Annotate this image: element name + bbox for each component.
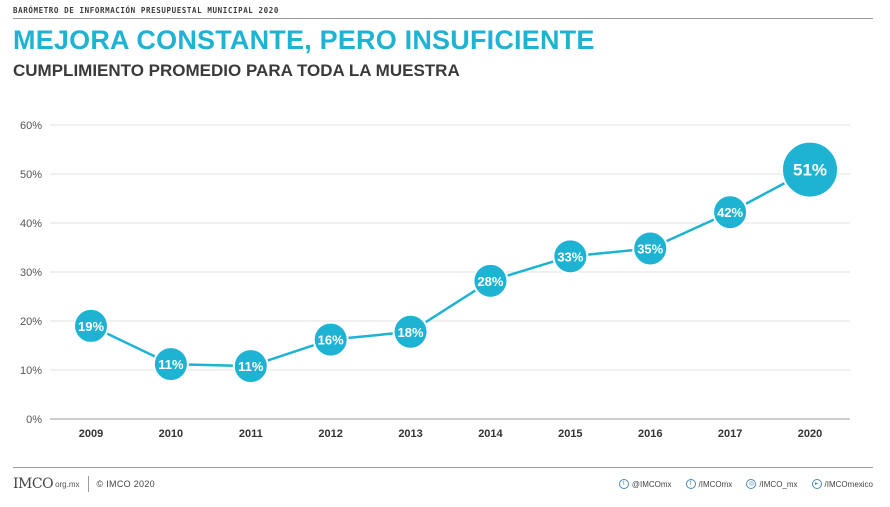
x-tick-label: 2014 [478, 428, 503, 440]
y-tick-label: 0% [26, 414, 42, 426]
social-links: t @IMCOmx f /IMCOmx ◎ /IMCO_mx ▸ /IMCOme… [618, 479, 873, 489]
data-label: 19% [78, 319, 104, 334]
social-youtube[interactable]: ▸ /IMCOmexico [811, 479, 873, 489]
y-tick-label: 20% [20, 316, 42, 328]
youtube-icon: ▸ [811, 479, 822, 489]
x-tick-label: 2010 [159, 428, 183, 440]
instagram-icon: ◎ [746, 479, 757, 489]
data-point [632, 230, 669, 267]
data-label: 11% [158, 357, 184, 372]
y-tick-label: 50% [20, 169, 42, 181]
series-line [90, 168, 811, 368]
footer-divider [13, 467, 873, 468]
data-point [232, 348, 269, 385]
report-header-note: BARÓMETRO DE INFORMACIÓN PRESUPUESTAL MU… [13, 6, 279, 15]
x-tick-label: 2020 [798, 428, 822, 440]
facebook-icon: f [685, 479, 696, 489]
x-tick-label: 2011 [239, 428, 263, 440]
top-divider [13, 18, 873, 19]
x-tick-label: 2012 [318, 428, 342, 440]
x-tick-label: 2017 [718, 428, 742, 440]
data-point [392, 313, 429, 350]
y-tick-label: 10% [20, 365, 42, 377]
y-tick-label: 30% [20, 267, 42, 279]
data-point [312, 321, 349, 358]
data-point [781, 140, 839, 199]
social-facebook-label: /IMCOmx [698, 479, 733, 489]
data-point [552, 238, 589, 275]
data-point [472, 262, 509, 299]
social-twitter-label: @IMCOmx [631, 479, 672, 489]
data-label: 11% [238, 359, 264, 374]
y-tick-label: 40% [20, 218, 42, 230]
imco-logo: IMCO [13, 476, 54, 492]
page-subtitle: CUMPLIMIENTO PROMEDIO PARA TODA LA MUEST… [13, 61, 460, 80]
data-label: 16% [318, 333, 344, 348]
x-tick-label: 2013 [398, 428, 422, 440]
data-label: 18% [398, 325, 424, 340]
data-point [73, 307, 109, 344]
footer-separator [87, 476, 89, 492]
social-instagram-label: /IMCO_mx [759, 479, 798, 489]
data-label: 33% [557, 249, 583, 264]
data-label: 42% [717, 205, 743, 220]
social-facebook[interactable]: f /IMCOmx [685, 479, 733, 489]
x-tick-label: 2015 [558, 428, 582, 440]
x-tick-label: 2009 [79, 428, 103, 440]
page-title: MEJORA CONSTANTE, PERO INSUFICIENTE [13, 25, 595, 55]
twitter-icon: t [618, 479, 629, 489]
footer: IMCO org.mx © IMCO 2020 t @IMCOmx f /IMC… [13, 474, 873, 494]
data-label: 51% [793, 161, 827, 180]
data-point [712, 194, 749, 231]
y-tick-label: 60% [20, 120, 42, 132]
social-twitter[interactable]: t @IMCOmx [618, 479, 672, 489]
social-youtube-label: /IMCOmexico [824, 479, 873, 489]
x-tick-label: 2016 [638, 428, 662, 440]
data-label: 28% [477, 274, 503, 289]
copyright-text: © IMCO 2020 [96, 479, 155, 489]
social-instagram[interactable]: ◎ /IMCO_mx [746, 479, 798, 489]
logo-domain: org.mx [55, 479, 80, 489]
data-point [152, 346, 189, 383]
data-label: 35% [637, 241, 663, 256]
